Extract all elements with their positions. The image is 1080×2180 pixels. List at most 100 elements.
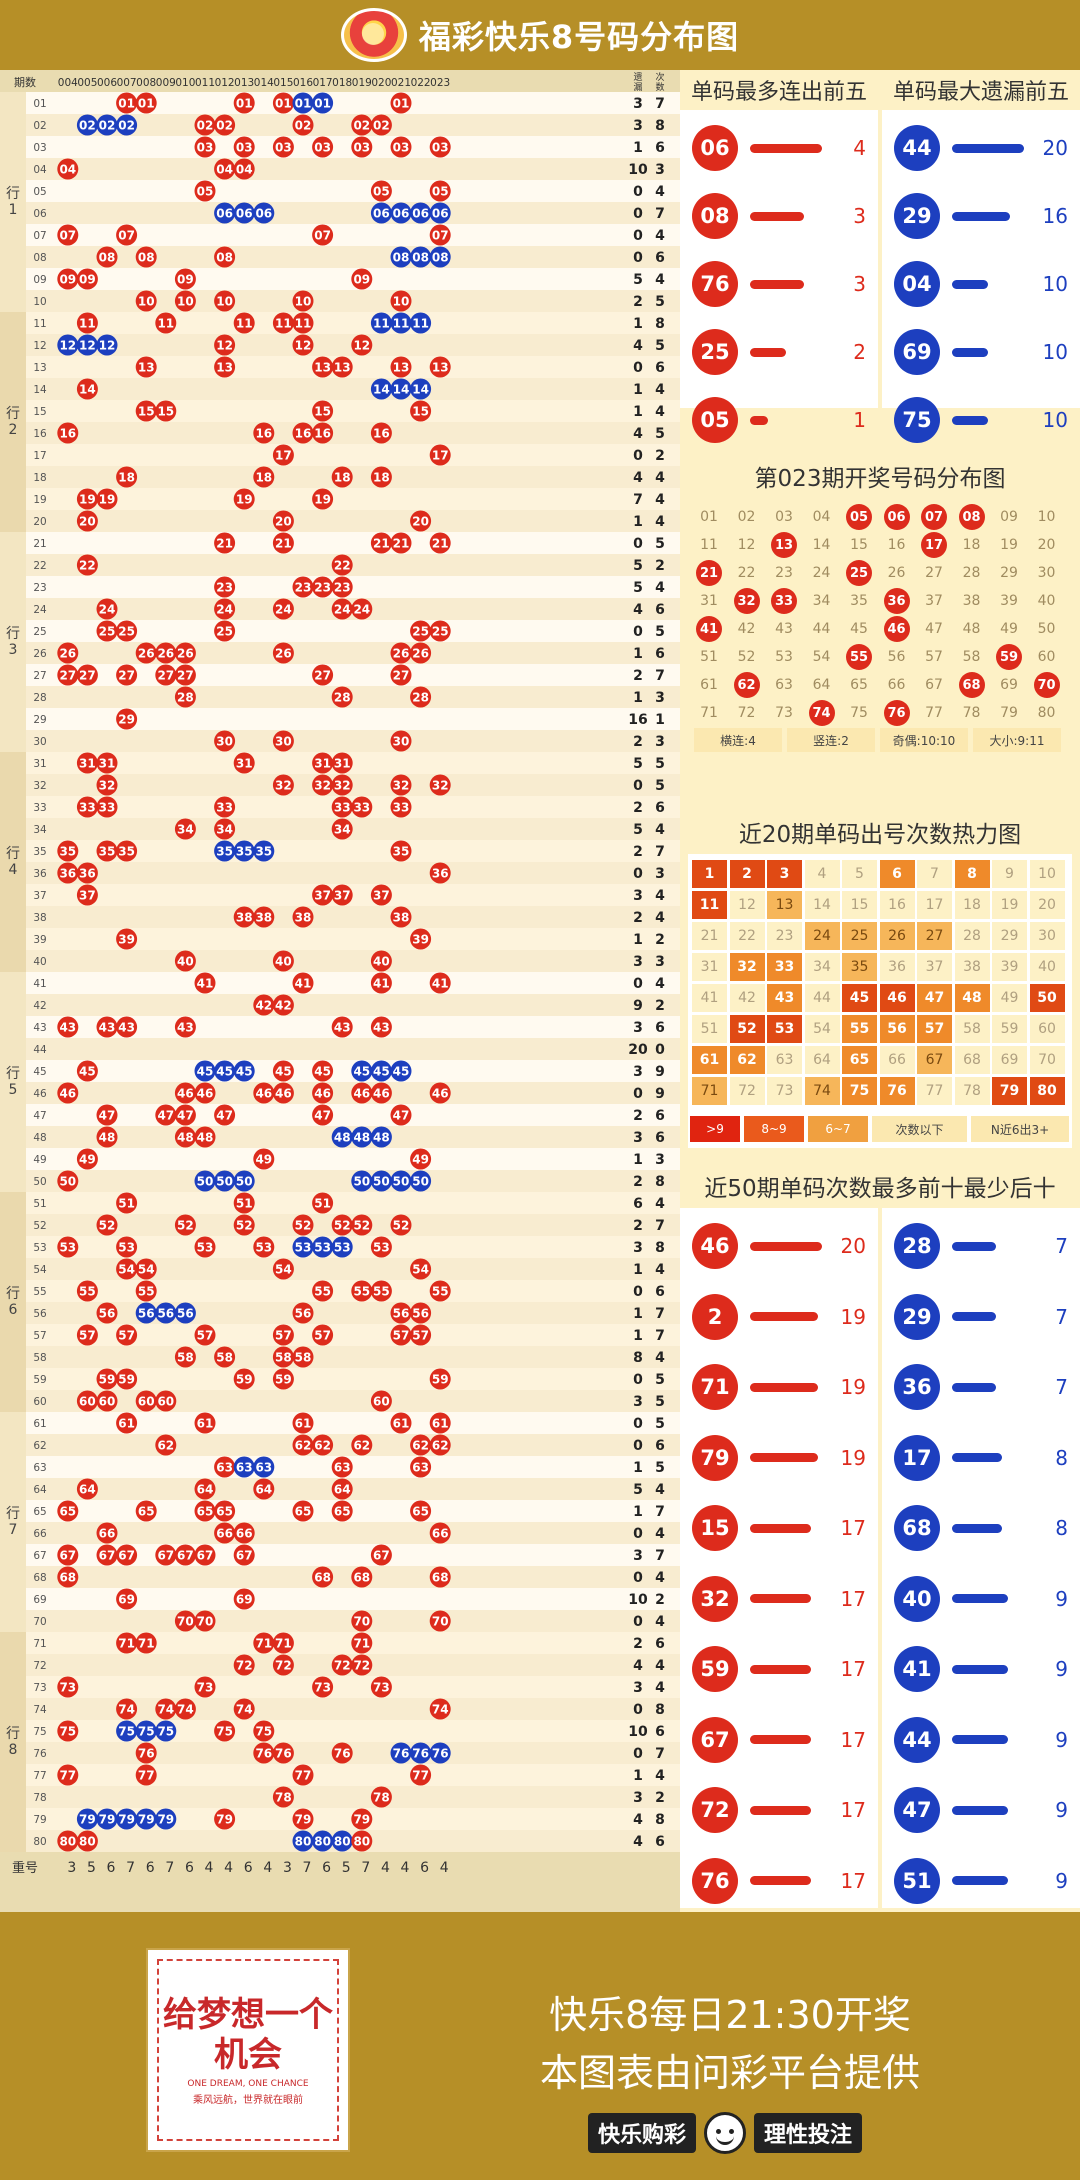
hit-ball: 20	[272, 510, 294, 532]
miss-value: 0	[633, 448, 643, 464]
heat-cell: 16	[879, 891, 915, 919]
svg-text:48: 48	[373, 1131, 390, 1145]
repeat-count: 6	[244, 1860, 253, 1876]
svg-text:75: 75	[255, 1725, 272, 1739]
count-value: 4	[655, 822, 665, 838]
svg-text:73: 73	[373, 1681, 390, 1695]
svg-text:18: 18	[255, 471, 272, 485]
hit-ball: 64	[76, 1478, 98, 1500]
svg-text:59: 59	[275, 1373, 292, 1387]
hit-ball: 28	[410, 686, 432, 708]
count-value: 4	[655, 1350, 665, 1366]
distribution-grid[interactable]: 期数 004 005 006 007 008 009 010 011 012 013 014 015 01…	[0, 70, 680, 1912]
hit-ball: 13	[390, 356, 412, 378]
rank-ball: 15	[692, 1505, 738, 1551]
row-number: 27	[33, 670, 46, 682]
heat-cell: 14	[804, 891, 840, 919]
heat-cell: 26	[879, 922, 915, 950]
count-value: 6	[655, 360, 665, 376]
heat-cell: 40	[1029, 953, 1065, 981]
svg-text:25: 25	[216, 625, 233, 639]
rank-ball: 44	[894, 125, 940, 171]
svg-text:19: 19	[79, 493, 96, 507]
draw-cell: 18	[962, 537, 981, 553]
hit-ball: 26	[155, 642, 177, 664]
hit-ball: 43	[116, 1016, 138, 1038]
section-label: 行	[6, 1286, 20, 1302]
svg-text:52: 52	[99, 1219, 116, 1233]
svg-text:65: 65	[197, 1505, 214, 1519]
draw-cell: 63	[775, 677, 793, 693]
rank-ball: 2	[692, 1293, 738, 1340]
hit-ball: 18	[370, 466, 392, 488]
rank-value: 17	[840, 1727, 866, 1752]
draw-cell: 77	[925, 705, 943, 721]
svg-text:13: 13	[393, 361, 410, 375]
hit-ball: 48	[331, 1126, 353, 1148]
hit-ball: 53	[57, 1236, 79, 1258]
svg-text:30: 30	[275, 735, 292, 749]
count-value: 5	[655, 1372, 665, 1388]
draw-cell: 59	[992, 644, 1026, 670]
hit-ball: 54	[410, 1258, 432, 1280]
hit-ball: 60	[370, 1390, 392, 1412]
svg-text:69: 69	[236, 1593, 253, 1607]
heat-cell: 6	[879, 860, 915, 888]
hit-ball: 60	[96, 1390, 118, 1412]
hit-ball: 06	[429, 202, 451, 224]
hit-ball: 54	[135, 1258, 157, 1280]
hit-ball: 79	[155, 1808, 177, 1830]
hit-ball: 02	[194, 114, 216, 136]
svg-text:60: 60	[79, 1395, 96, 1409]
count-value: 4	[655, 910, 665, 926]
hit-ball: 47	[96, 1104, 118, 1126]
hit-ball: 53	[292, 1236, 314, 1258]
svg-text:43: 43	[177, 1021, 194, 1035]
section-label: 7	[9, 1522, 18, 1538]
row-number: 42	[33, 1000, 46, 1012]
svg-text:48: 48	[334, 1131, 351, 1145]
hit-ball: 75	[214, 1720, 236, 1742]
svg-text:36: 36	[432, 867, 449, 881]
row-number: 57	[33, 1330, 46, 1342]
heat-cell: 42	[729, 984, 765, 1012]
row-number: 21	[33, 538, 46, 550]
rank-ball: 36	[894, 1364, 940, 1410]
row-number: 01	[33, 98, 46, 110]
draw-cell: 07	[917, 504, 951, 530]
svg-text:47: 47	[216, 1109, 233, 1123]
count-value: 6	[655, 1108, 665, 1124]
hit-ball: 35	[96, 840, 118, 862]
row-number: 32	[33, 780, 46, 792]
most-least-title: 近50期单码次数最多前十最少后十	[680, 1166, 1080, 1206]
svg-text:26: 26	[177, 647, 194, 661]
draw-cell: 50	[1037, 621, 1056, 637]
svg-text:52: 52	[393, 1219, 410, 1233]
repeat-count: 6	[185, 1860, 194, 1876]
draw-cell: 64	[812, 677, 831, 693]
svg-text:63: 63	[412, 1461, 429, 1475]
svg-text:18: 18	[373, 471, 390, 485]
hit-ball: 66	[96, 1522, 118, 1544]
svg-text:46: 46	[275, 1087, 292, 1101]
count-value: 2	[655, 1592, 665, 1608]
period-header: 017	[313, 77, 333, 89]
rank-value: 8	[1055, 1516, 1068, 1540]
hit-ball: 80	[292, 1830, 314, 1852]
svg-text:80: 80	[295, 1835, 312, 1849]
count-value: 2	[655, 1790, 665, 1806]
hit-ball: 03	[194, 136, 216, 158]
hit-ball: 32	[390, 774, 412, 796]
heat-cell: 80	[1029, 1077, 1065, 1105]
count-value: 6	[655, 800, 665, 816]
draw-cell: 40	[1037, 593, 1056, 609]
row-number: 43	[33, 1022, 46, 1034]
heat-legend-item: 次数以下	[872, 1116, 967, 1142]
draw-cell: 16	[887, 537, 906, 553]
draw-cell: 57	[925, 649, 943, 665]
miss-value: 1	[633, 932, 643, 948]
svg-text:68: 68	[353, 1571, 370, 1585]
hit-ball: 18	[253, 466, 275, 488]
hit-ball: 57	[272, 1324, 294, 1346]
draw-cell: 60	[1037, 649, 1056, 665]
